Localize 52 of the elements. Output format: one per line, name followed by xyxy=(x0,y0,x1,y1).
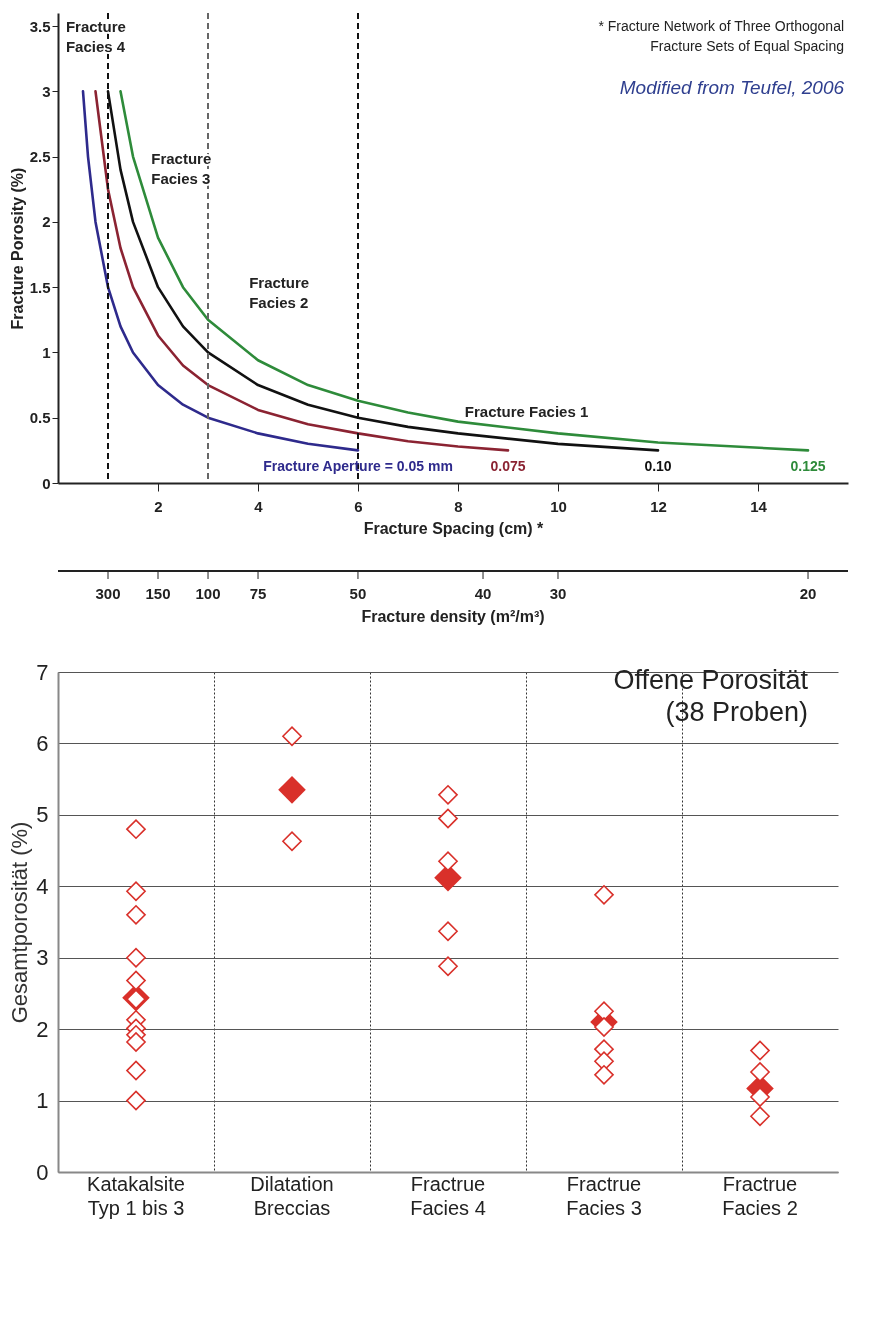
series-label: 0.075 xyxy=(490,458,526,475)
y-tick-label: 0.5 xyxy=(29,409,51,427)
x-tick-label: 14 xyxy=(750,497,768,515)
x-tick-label: 4 xyxy=(254,497,264,515)
y-tick-label: 1 xyxy=(42,343,51,361)
line-series xyxy=(81,90,360,452)
x-tick-label: Katakalsite Typ 1 bis 3 xyxy=(87,1172,185,1219)
text: Fracture density (m²/m³) xyxy=(361,608,545,625)
x-axis-title: Fracture Spacing (cm) * xyxy=(363,519,545,537)
y-tick-label: 5 xyxy=(36,802,49,828)
y-tick-label: 4 xyxy=(36,873,49,899)
series-label: 0.10 xyxy=(644,458,672,475)
y-tick-label: 0 xyxy=(36,1159,49,1185)
x-tick-label: Dilatation Breccias xyxy=(250,1172,334,1219)
x-tick-label: 2 xyxy=(154,497,163,515)
y-tick-label: 3 xyxy=(42,82,51,100)
y-axis-title: Gesamtporosität (%) xyxy=(7,821,33,1024)
text: 100 xyxy=(195,585,221,602)
x-tick-label: 6 xyxy=(354,497,363,515)
annotation: Fracture Facies 2 xyxy=(249,274,310,312)
x-tick-label: 8 xyxy=(454,497,463,515)
y-tick-label: 2.5 xyxy=(29,148,51,166)
x-tick-label: 12 xyxy=(650,497,667,515)
y-axis-title: Fracture Porosity (%) xyxy=(8,167,26,330)
text: 30 xyxy=(549,585,567,602)
text: 40 xyxy=(474,585,492,602)
annotation: Fracture Facies 1 xyxy=(464,403,589,421)
annotation: * Fracture Network of Three Orthogonal Fracture Sets of Equal Spacing xyxy=(598,18,845,55)
x-tick-label: Fractrue Facies 4 xyxy=(410,1172,486,1219)
text: 150 xyxy=(145,585,171,602)
annotation: Modified from Teufel, 2006 xyxy=(619,76,845,98)
x-tick-label: 10 xyxy=(550,497,567,515)
y-tick-label: 1.5 xyxy=(29,278,51,296)
text: 20 xyxy=(799,585,817,602)
y-tick-label: 1 xyxy=(36,1088,49,1114)
series-label: Fracture Aperture = 0.05 mm xyxy=(263,458,453,475)
y-tick-label: 2 xyxy=(36,1016,49,1042)
annotation: Fracture Facies 3 xyxy=(151,149,212,187)
chart-title: Offene Porosität (38 Proben) xyxy=(613,665,809,727)
y-tick-label: 7 xyxy=(36,659,49,685)
text: 50 xyxy=(349,585,367,602)
text: 300 xyxy=(95,585,121,602)
y-tick-label: 0 xyxy=(42,474,51,492)
x-tick-label: Fractrue Facies 2 xyxy=(722,1172,798,1219)
y-tick-label: 6 xyxy=(36,730,49,756)
text: 75 xyxy=(249,585,267,602)
y-tick-label: 3 xyxy=(36,945,49,971)
annotation: Fracture Facies 4 xyxy=(65,18,126,56)
y-tick-label: 3.5 xyxy=(29,17,51,35)
y-tick-label: 2 xyxy=(42,213,51,231)
series-label: 0.125 xyxy=(790,458,826,475)
x-tick-label: Fractrue Facies 3 xyxy=(566,1172,642,1219)
